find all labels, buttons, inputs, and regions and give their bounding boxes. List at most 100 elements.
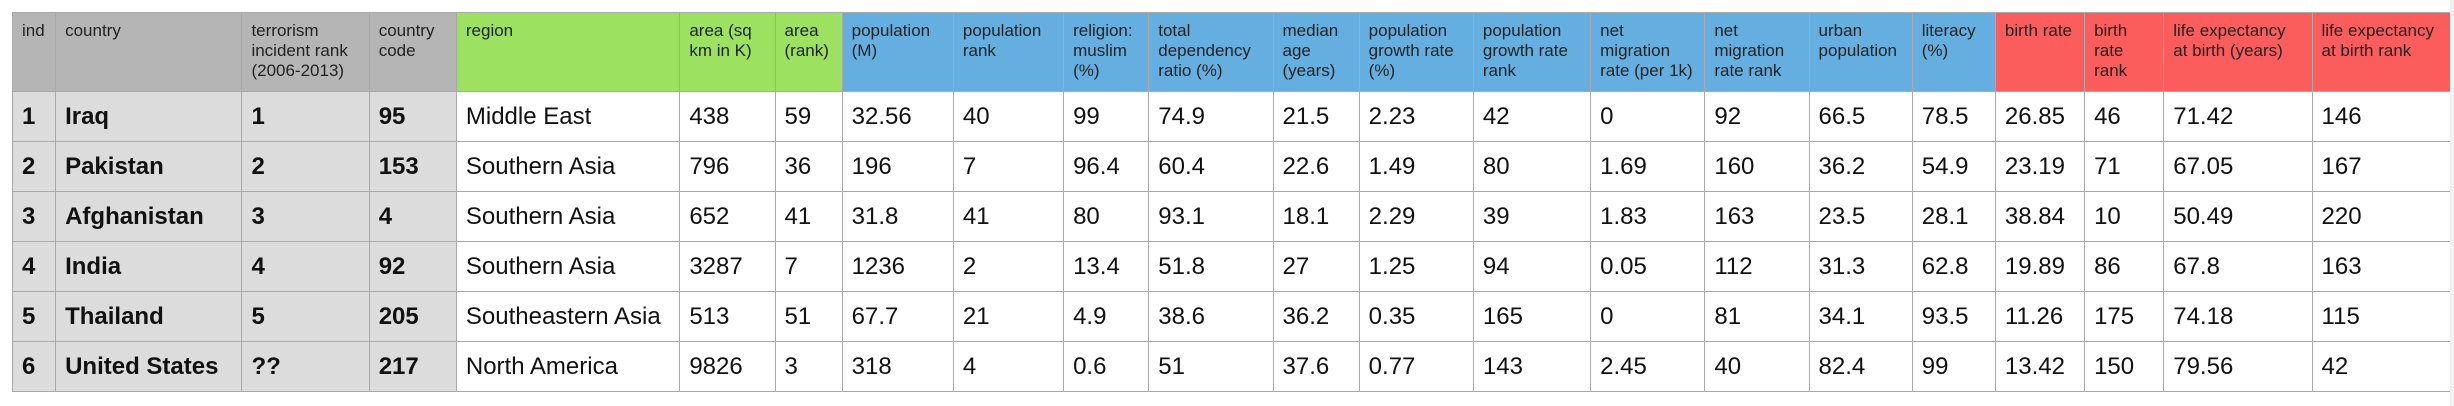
table-cell[interactable]: 62.8	[1911, 241, 1996, 292]
table-cell[interactable]: 1	[241, 91, 370, 142]
col-header-life-expectancy[interactable]: life expectancy at birth (years)	[2163, 12, 2313, 92]
table-cell[interactable]: 175	[2084, 291, 2165, 342]
table-cell[interactable]: 34.1	[1808, 291, 1913, 342]
table-cell[interactable]: 796	[679, 141, 776, 192]
table-cell[interactable]: 2	[11, 141, 57, 192]
table-cell[interactable]: 67.7	[841, 291, 954, 342]
table-cell[interactable]: 93.1	[1148, 191, 1274, 242]
table-cell[interactable]: 37.6	[1272, 341, 1360, 392]
col-header-median-age[interactable]: median age (years)	[1272, 12, 1360, 92]
table-cell[interactable]: 92	[1704, 91, 1810, 142]
col-header-area[interactable]: area (sq km in K)	[679, 12, 776, 92]
col-header-urban-population[interactable]: urban population	[1808, 12, 1913, 92]
table-cell[interactable]: 318	[841, 341, 954, 392]
table-cell[interactable]: 1.25	[1358, 241, 1474, 292]
table-cell[interactable]: 23.19	[1994, 141, 2086, 192]
table-cell[interactable]: 5	[11, 291, 57, 342]
col-header-region[interactable]: region	[455, 12, 681, 92]
table-cell[interactable]: 42	[1472, 91, 1592, 142]
col-header-population[interactable]: population (M)	[841, 12, 954, 92]
table-cell[interactable]: 3	[774, 341, 843, 392]
table-cell[interactable]: 6	[11, 341, 57, 392]
table-cell[interactable]: 51	[1148, 341, 1274, 392]
table-cell[interactable]: 4	[241, 241, 370, 292]
table-cell[interactable]: 99	[1911, 341, 1996, 392]
table-cell[interactable]: 7	[774, 241, 843, 292]
col-header-religion-muslim[interactable]: religion: muslim (%)	[1063, 12, 1150, 92]
table-cell[interactable]: 513	[679, 291, 776, 342]
table-cell[interactable]: 217	[368, 341, 457, 392]
table-cell[interactable]: 3287	[679, 241, 776, 292]
table-cell[interactable]: 115	[2311, 291, 2454, 342]
table-cell[interactable]: 438	[679, 91, 776, 142]
table-cell[interactable]: 38.6	[1148, 291, 1274, 342]
col-header-life-expectancy-rank[interactable]: life expectancy at birth rank	[2311, 12, 2454, 92]
table-cell[interactable]: 167	[2311, 141, 2454, 192]
table-cell[interactable]: 165	[1472, 291, 1592, 342]
table-cell[interactable]: 4	[952, 341, 1065, 392]
table-cell[interactable]: North America	[455, 341, 681, 392]
col-header-growth-rate-rank[interactable]: population growth rate rank	[1472, 12, 1592, 92]
table-cell[interactable]: 4	[368, 191, 457, 242]
table-cell[interactable]: Thailand	[55, 291, 243, 342]
table-cell[interactable]: 13.42	[1994, 341, 2086, 392]
table-cell[interactable]: 31.8	[841, 191, 954, 242]
table-cell[interactable]: 22.6	[1272, 141, 1360, 192]
table-cell[interactable]: 28.1	[1911, 191, 1996, 242]
table-cell[interactable]: 99	[1063, 91, 1150, 142]
table-cell[interactable]: 39	[1472, 191, 1592, 242]
table-cell[interactable]: 38.84	[1994, 191, 2086, 242]
table-cell[interactable]: 652	[679, 191, 776, 242]
table-cell[interactable]: 41	[952, 191, 1065, 242]
table-cell[interactable]: 80	[1472, 141, 1592, 192]
table-cell[interactable]: 36.2	[1808, 141, 1913, 192]
table-cell[interactable]: 153	[368, 141, 457, 192]
table-cell[interactable]: 18.1	[1272, 191, 1360, 242]
table-cell[interactable]: 79.56	[2163, 341, 2313, 392]
table-cell[interactable]: 59	[774, 91, 843, 142]
table-cell[interactable]: Afghanistan	[55, 191, 243, 242]
table-cell[interactable]: 54.9	[1911, 141, 1996, 192]
table-cell[interactable]: 23.5	[1808, 191, 1913, 242]
table-cell[interactable]: 11.26	[1994, 291, 2086, 342]
table-cell[interactable]: Pakistan	[55, 141, 243, 192]
table-cell[interactable]: 31.3	[1808, 241, 1913, 292]
col-header-literacy[interactable]: literacy (%)	[1911, 12, 1996, 92]
table-cell[interactable]: 71	[2084, 141, 2165, 192]
table-cell[interactable]: 205	[368, 291, 457, 342]
table-cell[interactable]: 41	[774, 191, 843, 242]
col-header-growth-rate[interactable]: population growth rate (%)	[1358, 12, 1474, 92]
table-cell[interactable]: 67.8	[2163, 241, 2313, 292]
table-cell[interactable]: 163	[1704, 191, 1810, 242]
table-cell[interactable]: 0.77	[1358, 341, 1474, 392]
table-cell[interactable]: 0.6	[1063, 341, 1150, 392]
table-cell[interactable]: 21	[952, 291, 1065, 342]
table-cell[interactable]: ??	[241, 341, 370, 392]
col-header-birth-rate-rank[interactable]: birth rate rank	[2084, 12, 2165, 92]
table-cell[interactable]: 2	[241, 141, 370, 192]
col-header-net-migration-rank[interactable]: net migration rate rank	[1704, 12, 1810, 92]
table-cell[interactable]: 27	[1272, 241, 1360, 292]
table-cell[interactable]: 81	[1704, 291, 1810, 342]
col-header-birth-rate[interactable]: birth rate	[1994, 12, 2086, 92]
table-cell[interactable]: 13.4	[1063, 241, 1150, 292]
table-cell[interactable]: 112	[1704, 241, 1810, 292]
table-cell[interactable]: 96.4	[1063, 141, 1150, 192]
table-cell[interactable]: 3	[241, 191, 370, 242]
col-header-country-code[interactable]: country code	[368, 12, 457, 92]
table-cell[interactable]: Southern Asia	[455, 191, 681, 242]
table-cell[interactable]: 80	[1063, 191, 1150, 242]
table-cell[interactable]: 95	[368, 91, 457, 142]
col-header-ind[interactable]: ind	[11, 12, 57, 92]
table-cell[interactable]: 0	[1590, 291, 1706, 342]
table-cell[interactable]: 1.49	[1358, 141, 1474, 192]
table-cell[interactable]: 36	[774, 141, 843, 192]
table-cell[interactable]: 163	[2311, 241, 2454, 292]
table-cell[interactable]: 0.05	[1590, 241, 1706, 292]
table-cell[interactable]: 74.18	[2163, 291, 2313, 342]
table-cell[interactable]: 40	[1704, 341, 1810, 392]
col-header-net-migration[interactable]: net migration rate (per 1k)	[1590, 12, 1706, 92]
table-cell[interactable]: 146	[2311, 91, 2454, 142]
col-header-dependency-ratio[interactable]: total dependency ratio (%)	[1148, 12, 1274, 92]
table-cell[interactable]: 86	[2084, 241, 2165, 292]
